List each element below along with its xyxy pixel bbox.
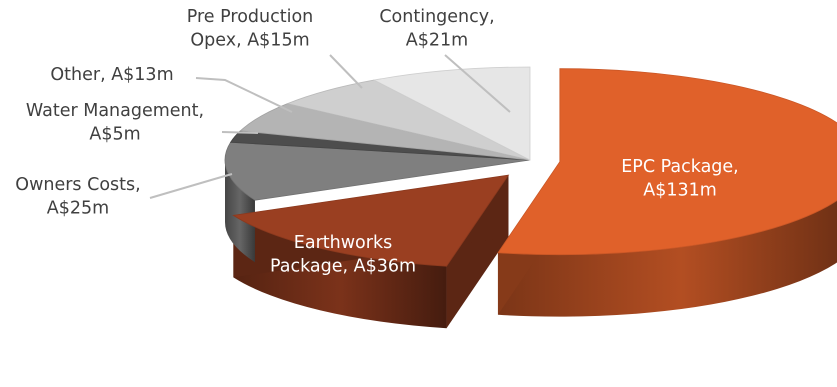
data-labels: EPC Package, A$131m Earthworks Package, A$3… [15, 7, 738, 277]
data-label-6: Contingency, A$21m [379, 7, 494, 51]
pie-side-0 [497, 200, 837, 317]
leader-line-2 [149, 173, 233, 199]
leader-line-6 [444, 54, 511, 113]
pie-slice-1 [232, 174, 510, 267]
pie-top-layer [224, 66, 837, 267]
pie-slice-6 [372, 66, 531, 161]
pie-slice-0 [497, 68, 837, 256]
data-label-5: Pre Production Opex, A$15m [187, 7, 314, 51]
pie-side-2 [225, 160, 255, 263]
data-label-0: EPC Package, A$131m [621, 157, 739, 201]
leader-line-4 [195, 77, 293, 113]
data-label-4: Other, A$13m [50, 65, 173, 85]
leader-line-5 [329, 54, 363, 89]
leader-line-3 [221, 131, 259, 134]
leader-lines [149, 54, 511, 199]
pie-slice-2 [224, 141, 531, 201]
data-label-2: Owners Costs, A$25m [15, 175, 140, 219]
data-label-3: Water Management, A$5m [26, 101, 204, 145]
data-label-1: Earthworks Package, A$36m [270, 233, 416, 277]
pie-slice-5 [286, 79, 531, 161]
